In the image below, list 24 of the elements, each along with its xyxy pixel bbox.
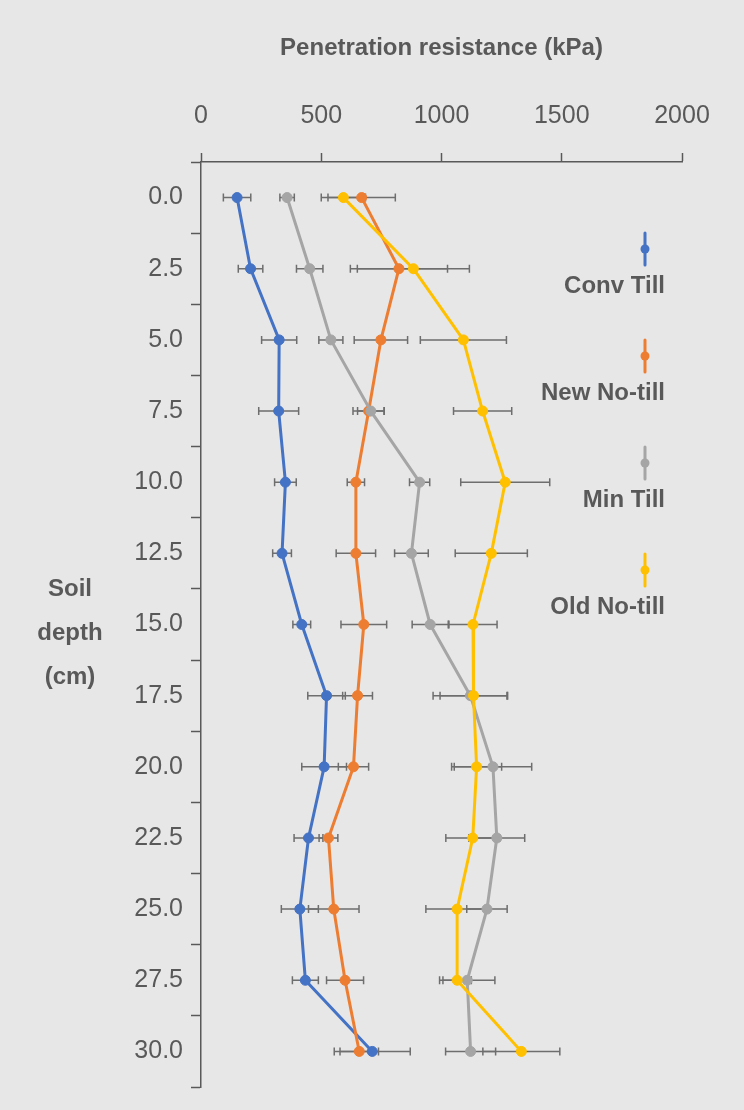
legend-label: New No-till xyxy=(541,377,665,405)
legend-label: Conv Till xyxy=(564,270,665,298)
x-tick-label: 0 xyxy=(194,99,208,128)
y-tick-label: 17.5 xyxy=(134,679,183,708)
x-tick-label: 1000 xyxy=(413,99,470,128)
x-tick-label: 1500 xyxy=(533,99,590,128)
y-tick-label: 27.5 xyxy=(134,964,183,993)
y-tick-label: 12.5 xyxy=(134,537,183,566)
y-tick-label: 5.0 xyxy=(148,323,183,352)
legend-label: Old No-till xyxy=(550,591,665,619)
y-tick-label: 7.5 xyxy=(148,394,183,423)
y-tick-label: 10.0 xyxy=(134,466,183,495)
y-tick-label: 2.5 xyxy=(148,252,183,281)
x-axis-title: Penetration resistance (kPa) xyxy=(280,33,603,61)
legend-label: Min Till xyxy=(582,484,665,512)
x-tick-label: 2000 xyxy=(654,99,710,128)
y-tick-label: 25.0 xyxy=(134,893,183,922)
y-tick-label: 20.0 xyxy=(134,750,183,779)
y-tick-label: 15.0 xyxy=(134,608,183,637)
y-tick-label: 22.5 xyxy=(134,821,183,850)
x-tick-label: 500 xyxy=(300,99,343,128)
y-axis-title: Soil depth (cm) xyxy=(36,573,104,691)
y-tick-label: 0.0 xyxy=(148,181,183,210)
y-tick-label: 30.0 xyxy=(134,1035,183,1064)
